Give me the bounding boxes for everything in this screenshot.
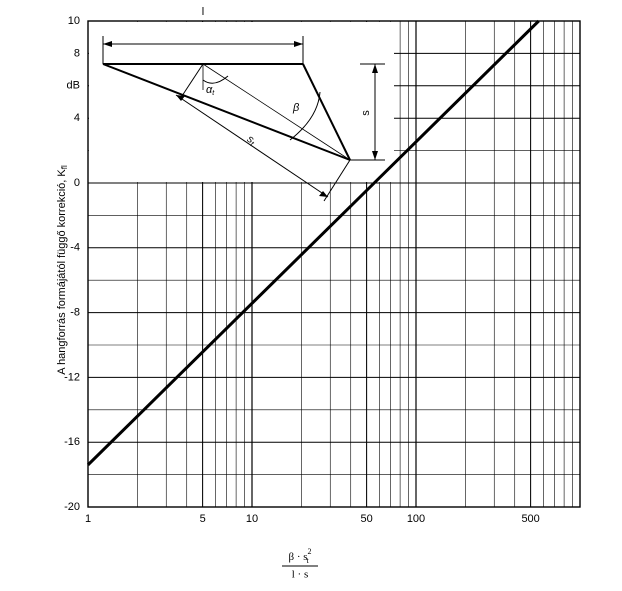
plot bbox=[86, 19, 540, 466]
inset-label: st bbox=[244, 133, 258, 149]
inset-label: s bbox=[360, 110, 372, 116]
y-tick-label: -16 bbox=[64, 436, 80, 448]
y-tick-label: 10 bbox=[68, 15, 80, 27]
y-tick-label: 4 bbox=[74, 112, 80, 124]
inset-line bbox=[175, 94, 329, 198]
x-axis-label: β · s2 t l · s bbox=[282, 547, 318, 581]
x-tick-label: 50 bbox=[361, 513, 373, 525]
inset-label-sub: t bbox=[212, 90, 215, 97]
inset-line bbox=[302, 63, 351, 161]
y-tick-label: -4 bbox=[70, 242, 80, 254]
y-tick-label: -8 bbox=[70, 307, 80, 319]
inset-line bbox=[179, 63, 204, 100]
x-label-numerator: β · s2 t bbox=[288, 547, 311, 565]
inset-label-main: s bbox=[245, 133, 257, 146]
inset-label: β bbox=[292, 102, 300, 114]
y-tick-label: 0 bbox=[74, 177, 80, 189]
inset-line bbox=[102, 63, 351, 161]
x-label-denominator: l · s bbox=[292, 569, 309, 581]
y-tick-label: 8 bbox=[74, 47, 80, 59]
x-tick-label: 500 bbox=[521, 513, 539, 525]
plot-frame bbox=[87, 20, 581, 508]
x-tick-label: 1 bbox=[85, 513, 91, 525]
inset-label-main: α bbox=[206, 84, 213, 96]
inset-label: l bbox=[202, 6, 204, 18]
inset-line bbox=[202, 63, 351, 161]
y-tick-label: -12 bbox=[64, 371, 80, 383]
inset-line bbox=[323, 159, 351, 202]
angle-arc bbox=[202, 75, 229, 84]
y-tick-label: dB bbox=[67, 80, 80, 92]
x-tick-label: 5 bbox=[200, 513, 206, 525]
angle-arc bbox=[289, 91, 321, 141]
data-line bbox=[86, 19, 540, 466]
y-axis-label: A hangforrás formájától függő korrekció,… bbox=[56, 165, 69, 375]
x-tick-label: 100 bbox=[407, 513, 425, 525]
inset-label: αt bbox=[206, 84, 215, 97]
inset-label-sub: t bbox=[249, 140, 257, 149]
y-tick-label: -20 bbox=[64, 501, 80, 513]
x-tick-label: 10 bbox=[246, 513, 258, 525]
